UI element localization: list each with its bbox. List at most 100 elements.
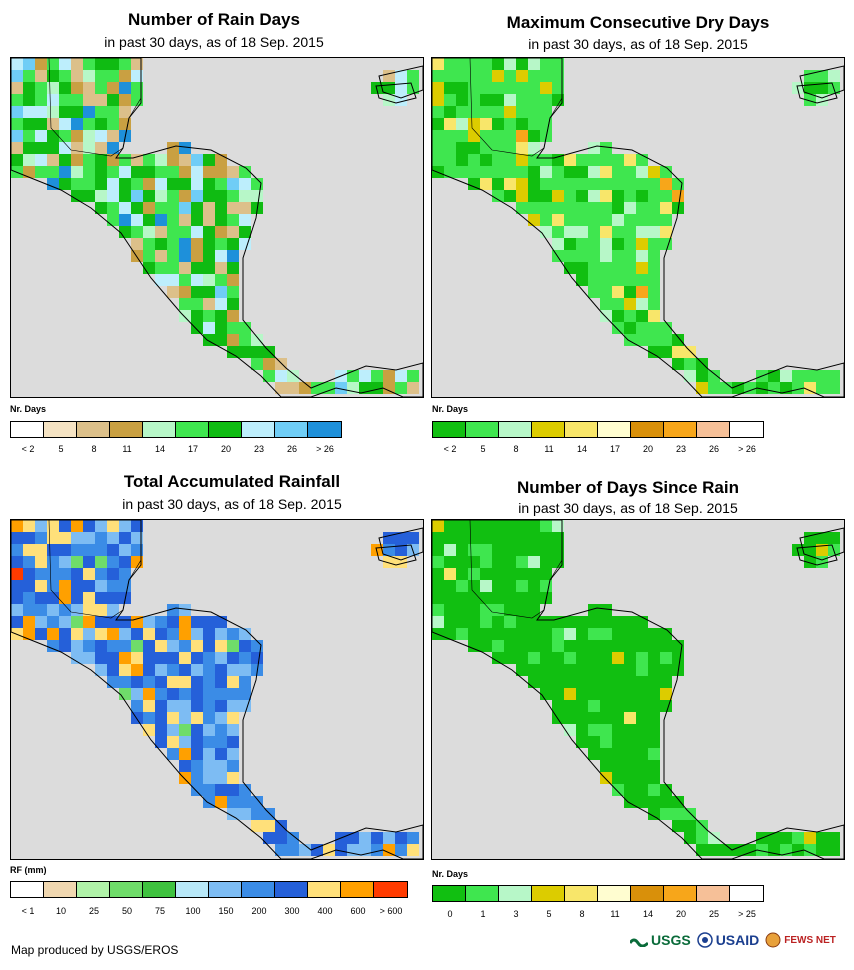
map-cell [179,226,191,238]
map-cell [588,664,600,676]
map-cell [227,322,239,334]
map-cell [816,532,828,544]
legend-ticks: 0 1 3 5 8 11 14 20 25 > 25 [432,909,772,921]
map-cell [480,142,492,154]
map-cell [564,166,576,178]
map-cell [383,832,395,844]
map-cell [480,616,492,628]
legend-swatch [308,422,341,437]
map-cell [35,118,47,130]
map-cell [468,82,480,94]
legend-tick-label: > 600 [379,906,403,916]
map-cell [203,238,215,250]
map-cell [600,250,612,262]
map-cell [59,130,71,142]
map-cell [203,298,215,310]
map-cell [624,664,636,676]
map-cell [768,832,780,844]
map-cell [636,748,648,760]
map-cell [143,178,155,190]
map-cell [600,238,612,250]
map-cell [119,82,131,94]
map-cell [215,262,227,274]
map-cell [564,688,576,700]
map-cell [456,532,468,544]
map-cell [444,568,456,580]
map-cell [47,130,59,142]
map-cell [528,82,540,94]
map-cell [95,568,107,580]
map-cell [191,154,203,166]
map-cell [179,736,191,748]
map-cell [516,532,528,544]
map-cell [239,688,251,700]
map-cell [347,832,359,844]
map-cell [263,370,275,382]
map-cell [227,796,239,808]
map-cell [564,676,576,688]
legend-swatch [499,886,532,901]
map-cell [35,616,47,628]
map-cell [624,286,636,298]
legend-swatch [176,882,209,897]
legend-bar [432,885,764,902]
map-cell [83,544,95,556]
map-cell [227,334,239,346]
map-cell [600,226,612,238]
map-cell [564,616,576,628]
map-cell [588,640,600,652]
map-cell [468,544,480,556]
map-cell [636,166,648,178]
map-cell [792,382,804,394]
map-cell [383,532,395,544]
map-cell [191,748,203,760]
map-cell [672,652,684,664]
map-cell [492,652,504,664]
map-cell [179,154,191,166]
map-cell [191,772,203,784]
map-cell [552,520,564,532]
map-cell [648,334,660,346]
map-cell [636,286,648,298]
map-cell [540,202,552,214]
legend-swatch [532,422,565,437]
map-cell [191,784,203,796]
map-cell [684,808,696,820]
map-cell [143,616,155,628]
map-cell [624,700,636,712]
map-cell [444,166,456,178]
map-cell [504,58,516,70]
map-cell [492,94,504,106]
legend-swatch [433,422,466,437]
map-cell [612,202,624,214]
map-cell [23,592,35,604]
map-cell [167,202,179,214]
map-cell [468,580,480,592]
map-cell [11,94,23,106]
map-cell [528,214,540,226]
country-border [375,544,417,566]
map-cell [540,580,552,592]
map-cell [648,724,660,736]
map-cell [564,154,576,166]
map-cell [23,106,35,118]
map-cell [263,832,275,844]
country-border [469,520,563,619]
map-cell [275,382,287,394]
map-cell [468,130,480,142]
map-cell [516,640,528,652]
map-cell [131,178,143,190]
map-cell [672,796,684,808]
usgs-logo-text: USGS [651,932,691,948]
country-border [48,520,142,619]
map-cell [215,250,227,262]
map-cell [59,568,71,580]
map-cell [600,712,612,724]
map-cell [684,346,696,358]
map-cell [600,154,612,166]
map-cell [215,712,227,724]
legend-title: RF (mm) [10,865,47,875]
map-cell [504,70,516,82]
map-cell [456,628,468,640]
map-cell [143,214,155,226]
